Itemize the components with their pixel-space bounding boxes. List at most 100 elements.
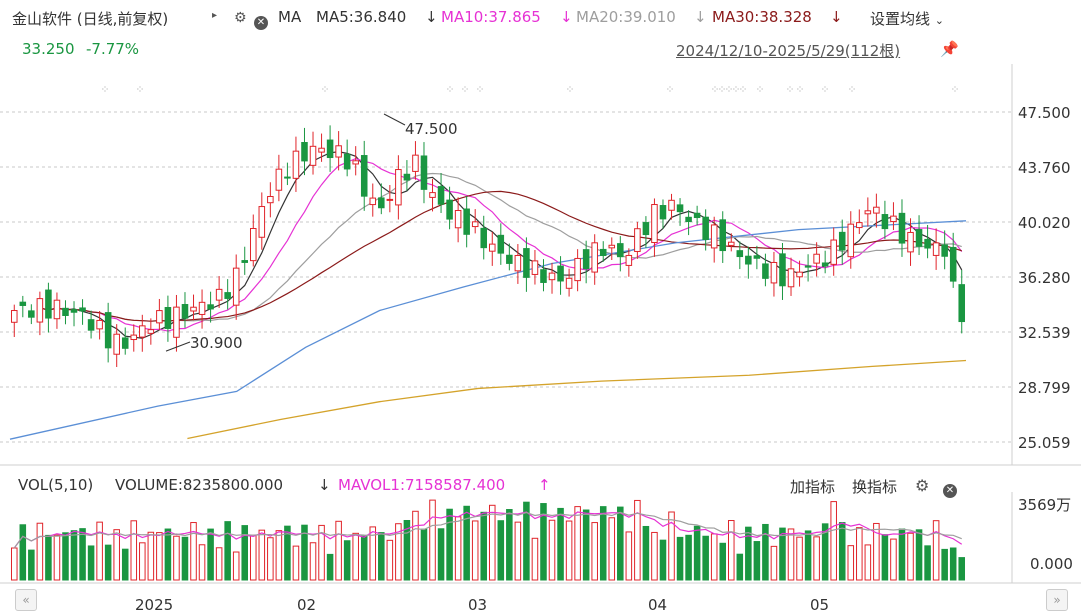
candle-body: [309, 145, 317, 166]
volume-bar: [710, 533, 718, 581]
add-indicator-button[interactable]: 加指标: [790, 478, 836, 496]
volume-bar: [941, 548, 948, 581]
candle-body: [591, 242, 598, 273]
volume-bar: [164, 528, 172, 581]
candle-body: [360, 155, 368, 197]
candle-body: [856, 222, 863, 229]
candle-body: [121, 337, 129, 349]
volume-bar: [198, 544, 206, 581]
event-marker: ⁘: [738, 83, 747, 96]
candle-body: [565, 277, 573, 289]
last-price: 33.250: [22, 40, 75, 58]
volume-bar: [856, 527, 863, 581]
switch-indicator-button[interactable]: 换指标: [852, 478, 898, 496]
candle-body: [796, 271, 803, 278]
volume-bar: [821, 523, 829, 581]
candle-body: [531, 260, 539, 275]
candle-body: [480, 227, 488, 249]
volume-bar: [28, 549, 35, 581]
volume-bar: [87, 545, 95, 581]
volume-bar: [497, 520, 505, 581]
volume-bar: [770, 545, 778, 581]
volume-bar: [659, 539, 667, 581]
play-icon[interactable]: ▸: [212, 10, 218, 21]
candle-body: [949, 246, 957, 282]
scroll-left-button[interactable]: «: [15, 589, 37, 611]
gear-icon[interactable]: ⚙: [915, 476, 930, 495]
candle-body: [53, 299, 61, 320]
event-marker: ⁘: [565, 83, 574, 96]
volume-bar: [847, 545, 855, 581]
event-marker: ⁘: [724, 83, 733, 96]
volume-bar: [369, 526, 377, 581]
volume-bar: [275, 530, 283, 581]
volume-bar: [62, 532, 69, 581]
volume-bar: [130, 520, 138, 581]
candle-body: [821, 262, 829, 267]
event-marker: ⁘: [320, 83, 329, 96]
candle-body: [70, 309, 78, 313]
candle-body: [676, 204, 684, 213]
volume-bar: [139, 542, 146, 581]
volume-bar: [471, 520, 479, 581]
volume-bar: [70, 530, 78, 581]
volume-bar: [79, 528, 86, 581]
candle-body: [625, 254, 633, 266]
candle-body: [890, 215, 897, 223]
candle-body: [10, 310, 18, 323]
settings-ma-button[interactable]: 设置均线 ⌄: [870, 8, 944, 29]
candle-body: [437, 186, 445, 205]
volume-bar: [634, 499, 641, 581]
candle-body: [395, 169, 402, 206]
date-range[interactable]: 2024/12/10-2025/5/29(112根): [676, 42, 901, 60]
event-marker: ⁘: [795, 83, 804, 96]
volume-bar: [224, 521, 231, 581]
candle-body: [488, 243, 496, 252]
ma20-value: MA20:39.010: [576, 8, 676, 26]
gear-icon[interactable]: ⚙: [234, 10, 247, 26]
volume-bar: [651, 531, 658, 581]
volume-bar: [617, 506, 624, 581]
candle-body: [446, 199, 453, 220]
candle-body: [915, 229, 923, 247]
mavol10-line: [13, 511, 962, 549]
price-axis: 47.500 43.760 40.020 36.280 32.539 28.799 25.0…: [1018, 104, 1071, 452]
volume-bar: [753, 541, 761, 581]
candle-body: [454, 210, 462, 229]
volume-bar: [890, 538, 897, 581]
pin-icon[interactable]: 📌: [940, 40, 959, 58]
volume-bar: [813, 536, 820, 581]
volume-bar: [693, 525, 701, 581]
candle-body: [727, 241, 735, 246]
event-marker: ⁘: [731, 83, 740, 96]
candle-body: [958, 284, 966, 323]
volume-bar: [378, 532, 385, 581]
volume-bar: [113, 529, 120, 581]
candle-body: [471, 221, 479, 228]
price-tick-label: 25.059: [1018, 434, 1071, 452]
volume-bar: [335, 520, 342, 581]
candle-body: [190, 306, 197, 312]
volume-bar: [437, 528, 445, 581]
time-tick-label: 03: [468, 596, 487, 614]
volume-bar: [864, 544, 872, 581]
close-icon[interactable]: ✕: [943, 478, 957, 498]
volume-bar: [881, 534, 889, 581]
close-icon[interactable]: ✕: [254, 10, 268, 30]
candle-body: [139, 325, 146, 338]
event-marker: ⁘: [100, 83, 109, 96]
candle-body: [574, 257, 581, 282]
volume-bar: [548, 519, 556, 581]
volume-bar: [565, 520, 573, 581]
volume-bar: [787, 528, 795, 581]
scroll-right-button[interactable]: »: [1046, 589, 1068, 611]
event-marker: ⁘: [460, 83, 469, 96]
volume-bar: [779, 527, 786, 581]
candle-body: [523, 248, 530, 278]
volume-bar: [232, 551, 240, 581]
volume-bar: [625, 531, 633, 581]
volume-bar: [420, 528, 428, 581]
price-tick-label: 28.799: [1018, 379, 1071, 397]
volume-bar: [386, 539, 394, 581]
